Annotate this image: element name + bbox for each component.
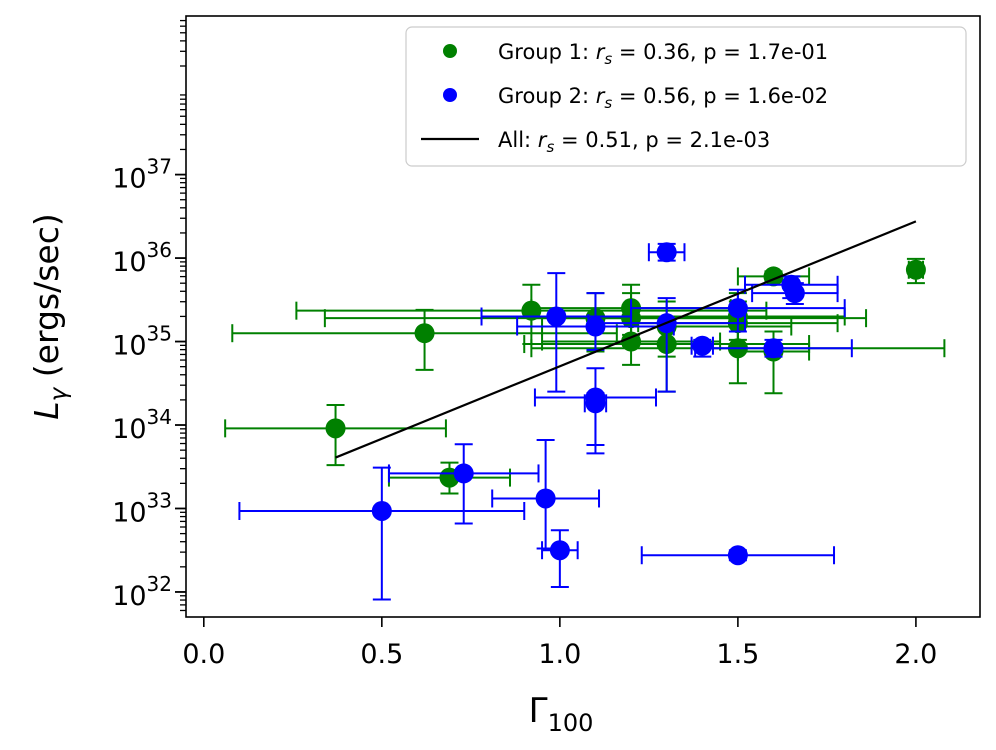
legend-rs-subscript: s <box>604 50 612 68</box>
legend-label: Group 2: rs = 0.56, p = 1.6e-02 <box>498 84 828 112</box>
legend-label: Group 1: rs = 0.36, p = 1.7e-01 <box>498 40 828 68</box>
axis-labels: Γ100 Lγ (ergs/sec) <box>27 213 593 737</box>
data-point <box>656 242 677 263</box>
data-point <box>585 393 606 414</box>
y-axis-subscript: γ <box>46 386 72 401</box>
data-point <box>546 306 567 327</box>
y-axis-symbol: L <box>27 401 66 419</box>
legend-prefix: Group 1: <box>498 40 596 64</box>
y-tick-base: 10 <box>112 497 146 528</box>
y-tick-exponent: 37 <box>147 155 172 179</box>
x-tick-label: 1.5 <box>716 639 759 670</box>
data-point <box>453 463 474 484</box>
y-axis-label: Lγ (ergs/sec) <box>27 213 72 419</box>
x-tick-label: 1.0 <box>538 639 581 670</box>
legend-rs-symbol: r <box>596 40 606 64</box>
data-point <box>727 545 748 566</box>
legend-rs-subscript: s <box>604 94 612 112</box>
legend-prefix: Group 2: <box>498 84 596 108</box>
y-tick-label: 1034 <box>112 405 172 445</box>
legend-box <box>405 26 967 167</box>
legend-stats: = 0.36, p = 1.7e-01 <box>612 40 828 64</box>
data-point <box>692 335 713 356</box>
y-tick-exponent: 33 <box>147 488 172 512</box>
legend-stats: = 0.56, p = 1.6e-02 <box>612 84 828 108</box>
x-tick-label: 2.0 <box>894 639 937 670</box>
y-tick-base: 10 <box>112 581 146 612</box>
data-point <box>414 323 435 344</box>
legend-stats: = 0.51, p = 2.1e-03 <box>554 128 770 152</box>
y-tick-exponent: 35 <box>147 322 172 346</box>
x-tick-label: 0.5 <box>360 639 403 670</box>
y-tick-exponent: 34 <box>147 405 172 429</box>
y-tick-label: 1032 <box>112 572 172 612</box>
legend-prefix: All: <box>498 128 538 152</box>
data-point <box>521 300 542 321</box>
legend-entry: All: rs = 0.51, p = 2.1e-03 <box>421 128 770 156</box>
legend-label: All: rs = 0.51, p = 2.1e-03 <box>498 128 770 156</box>
x-axis-symbol: Γ <box>529 691 548 731</box>
y-tick-base: 10 <box>112 414 146 445</box>
data-point <box>585 316 606 337</box>
y-tick-label: 1035 <box>112 322 172 362</box>
data-point <box>763 338 784 359</box>
data-point <box>549 540 570 561</box>
y-tick-label: 1033 <box>112 488 172 528</box>
legend-marker <box>443 88 457 102</box>
y-tick-base: 10 <box>112 331 146 362</box>
x-tick-label: 0.0 <box>182 639 225 670</box>
data-point <box>371 500 392 521</box>
data-point <box>621 331 642 352</box>
legend-entry: Group 1: rs = 0.36, p = 1.7e-01 <box>443 40 828 68</box>
data-point <box>784 283 805 304</box>
y-tick-exponent: 36 <box>147 238 172 262</box>
legend-rs-symbol: r <box>538 128 548 152</box>
data-point <box>905 259 926 280</box>
data-point <box>727 298 748 319</box>
y-tick-base: 10 <box>112 247 146 278</box>
fit-line-all <box>335 220 917 459</box>
legend-marker <box>443 44 457 58</box>
legend-rs-subscript: s <box>546 138 554 156</box>
plot-marks <box>224 220 946 601</box>
data-point <box>535 488 556 509</box>
series-2 <box>238 242 853 601</box>
x-axis-subscript: 100 <box>548 709 594 737</box>
legend-entry: Group 2: rs = 0.56, p = 1.6e-02 <box>443 84 828 112</box>
y-tick-label: 1036 <box>112 238 172 278</box>
x-axis-label: Γ100 <box>529 691 594 737</box>
legend-rs-symbol: r <box>596 84 606 108</box>
y-tick-label: 1037 <box>112 155 172 195</box>
y-tick-base: 10 <box>112 164 146 195</box>
data-point <box>325 418 346 439</box>
y-tick-exponent: 32 <box>147 572 172 596</box>
y-axis-units: (ergs/sec) <box>27 213 66 387</box>
